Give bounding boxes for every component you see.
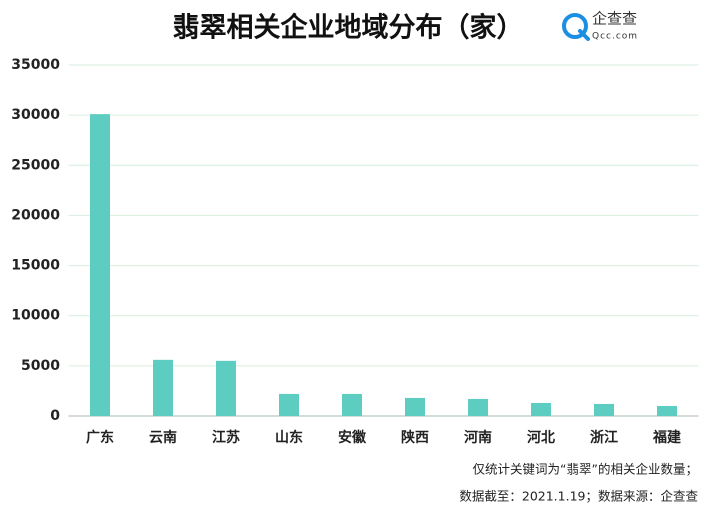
x-tick-label: 浙江 bbox=[590, 429, 618, 446]
bar bbox=[405, 397, 425, 416]
x-tick-label: 山东 bbox=[275, 429, 303, 446]
footnote: 仅统计关键词为“翡翠”的相关企业数量； bbox=[473, 462, 698, 477]
y-tick-label: 5000 bbox=[21, 358, 60, 374]
bar bbox=[90, 114, 110, 416]
logo-text: 企查查 bbox=[592, 10, 637, 28]
y-tick-label: 35000 bbox=[11, 57, 60, 73]
bar bbox=[279, 393, 299, 416]
y-tick-label: 30000 bbox=[11, 107, 60, 123]
bar bbox=[468, 398, 488, 416]
x-tick-label: 陕西 bbox=[401, 429, 429, 446]
y-tick-label: 15000 bbox=[11, 258, 60, 274]
chart-title: 翡翠相关企业地域分布（家） bbox=[173, 12, 524, 44]
y-tick-label: 10000 bbox=[11, 308, 60, 324]
x-tick-label: 江苏 bbox=[212, 429, 240, 446]
logo: 企查查 Qcc.com bbox=[562, 10, 638, 42]
x-tick-label: 安徽 bbox=[338, 429, 367, 446]
bar bbox=[153, 359, 173, 416]
x-tick-label: 福建 bbox=[652, 429, 681, 446]
bar bbox=[342, 393, 362, 416]
y-tick-label: 20000 bbox=[11, 207, 60, 223]
x-tick-label: 河南 bbox=[464, 429, 492, 446]
logo-subtext: Qcc.com bbox=[592, 32, 638, 42]
y-tick-label: 25000 bbox=[11, 157, 60, 173]
x-tick-label: 广东 bbox=[86, 429, 114, 446]
x-tick-label: 河北 bbox=[527, 429, 555, 446]
logo-icon-handle bbox=[578, 29, 590, 41]
bar bbox=[216, 360, 236, 416]
bar bbox=[657, 405, 677, 416]
y-tick-label: 0 bbox=[50, 408, 60, 424]
bar bbox=[594, 403, 614, 416]
x-tick-label: 云南 bbox=[149, 429, 177, 446]
logo-icon bbox=[562, 13, 588, 39]
bar bbox=[531, 402, 551, 416]
footnote: 数据截至：2021.1.19；数据来源：企查查 bbox=[459, 489, 698, 504]
